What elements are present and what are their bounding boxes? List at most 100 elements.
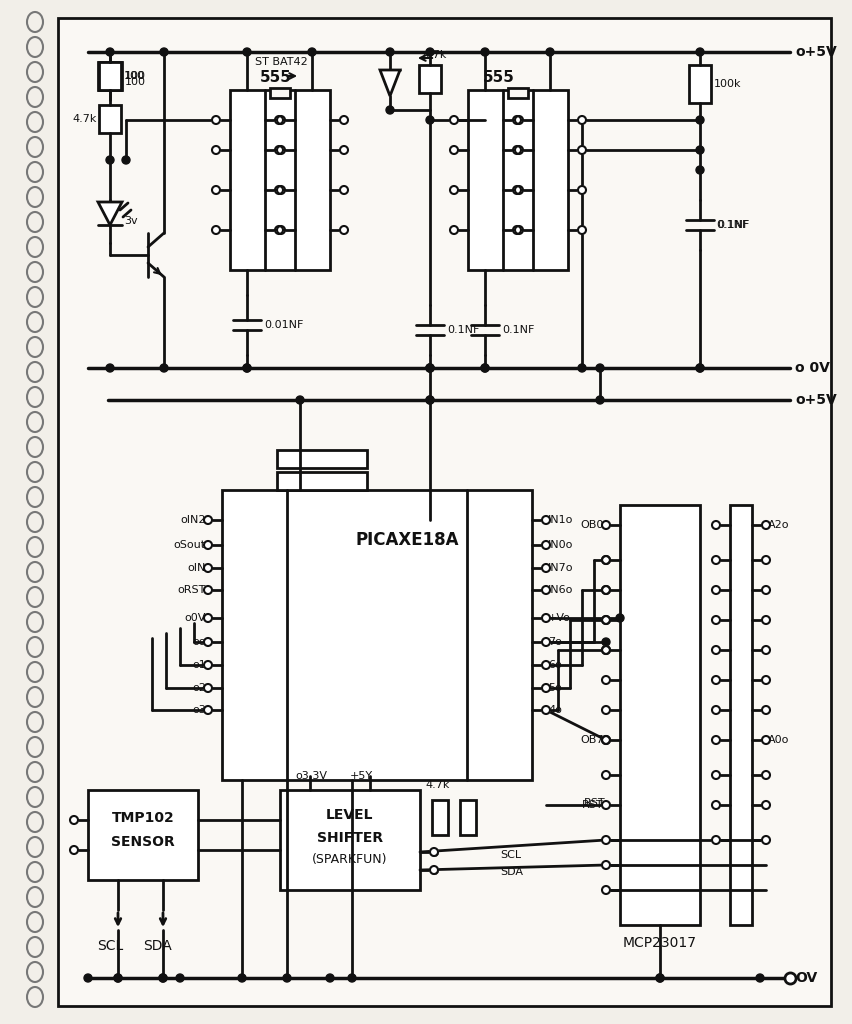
Circle shape (541, 662, 550, 669)
Circle shape (578, 186, 585, 194)
Circle shape (761, 676, 769, 684)
Text: oo: oo (193, 637, 206, 647)
Text: 6o: 6o (547, 660, 561, 670)
Bar (222, 490, 532, 780)
Circle shape (425, 116, 434, 124)
Circle shape (602, 616, 609, 624)
Text: oIN: oIN (187, 563, 206, 573)
Circle shape (425, 364, 434, 372)
Circle shape (602, 556, 609, 564)
Text: MCP23017: MCP23017 (622, 936, 696, 950)
Circle shape (277, 116, 285, 124)
Text: OB7: OB7 (580, 735, 603, 745)
Bar (431, 800, 447, 835)
Text: SHIFTER: SHIFTER (317, 831, 383, 845)
Bar (99, 105, 121, 133)
Circle shape (386, 48, 394, 56)
Circle shape (602, 521, 609, 529)
Circle shape (481, 48, 488, 56)
Text: o1: o1 (192, 660, 206, 670)
Circle shape (277, 186, 285, 194)
Circle shape (602, 886, 609, 894)
Circle shape (425, 396, 434, 404)
Circle shape (296, 396, 303, 404)
Bar (508, 88, 527, 98)
Circle shape (515, 226, 522, 234)
Circle shape (578, 364, 585, 372)
Polygon shape (379, 70, 400, 96)
Circle shape (429, 848, 437, 856)
Text: 4o: 4o (547, 705, 561, 715)
Circle shape (515, 116, 522, 124)
Circle shape (283, 974, 291, 982)
Circle shape (761, 836, 769, 844)
Text: o0V: o0V (184, 613, 206, 623)
Circle shape (695, 48, 703, 56)
Circle shape (711, 556, 719, 564)
Circle shape (243, 364, 250, 372)
Circle shape (711, 836, 719, 844)
Bar (270, 88, 290, 98)
Circle shape (545, 48, 553, 56)
Circle shape (425, 364, 434, 372)
Circle shape (176, 974, 184, 982)
Circle shape (711, 736, 719, 744)
Text: +5Y: +5Y (349, 771, 372, 781)
Circle shape (711, 521, 719, 529)
Text: oRST: oRST (177, 585, 206, 595)
Text: 555: 555 (482, 71, 515, 85)
Circle shape (340, 116, 348, 124)
Circle shape (602, 616, 609, 624)
Circle shape (515, 146, 522, 154)
Text: IN7o: IN7o (547, 563, 573, 573)
Circle shape (755, 974, 763, 982)
Text: IN6o: IN6o (547, 585, 573, 595)
Circle shape (596, 396, 603, 404)
Circle shape (160, 364, 168, 372)
Text: IN0o: IN0o (547, 540, 573, 550)
Text: A0o: A0o (767, 735, 788, 745)
Circle shape (578, 226, 585, 234)
Circle shape (711, 801, 719, 809)
Polygon shape (98, 202, 122, 225)
Text: A2o: A2o (767, 520, 789, 530)
Circle shape (277, 146, 285, 154)
Text: 4.7k: 4.7k (72, 114, 97, 124)
Text: o+5V: o+5V (794, 393, 836, 407)
Text: 0.01NF: 0.01NF (263, 319, 303, 330)
Text: IN1o: IN1o (547, 515, 573, 525)
Circle shape (386, 106, 394, 114)
Bar (98, 62, 122, 90)
Text: 100: 100 (125, 77, 146, 87)
Circle shape (425, 396, 434, 404)
Circle shape (578, 146, 585, 154)
Circle shape (512, 186, 521, 194)
Text: o3: o3 (192, 705, 206, 715)
Circle shape (450, 116, 458, 124)
Circle shape (243, 48, 250, 56)
Circle shape (541, 706, 550, 714)
Circle shape (655, 974, 663, 982)
Circle shape (204, 614, 212, 622)
Circle shape (106, 364, 114, 372)
Circle shape (204, 516, 212, 524)
Circle shape (695, 364, 703, 372)
Text: PICAXE18A: PICAXE18A (354, 531, 458, 549)
Circle shape (425, 364, 434, 372)
Text: 0.1NF: 0.1NF (715, 220, 747, 230)
Circle shape (602, 646, 609, 654)
Circle shape (450, 146, 458, 154)
Circle shape (348, 974, 355, 982)
Circle shape (158, 974, 167, 982)
Circle shape (596, 364, 603, 372)
Circle shape (515, 186, 522, 194)
Circle shape (481, 364, 488, 372)
Circle shape (481, 364, 488, 372)
Circle shape (541, 638, 550, 646)
Circle shape (238, 974, 245, 982)
Bar (230, 90, 330, 270)
Circle shape (340, 146, 348, 154)
Circle shape (274, 186, 283, 194)
Text: TMP102: TMP102 (112, 811, 174, 825)
Circle shape (274, 116, 283, 124)
